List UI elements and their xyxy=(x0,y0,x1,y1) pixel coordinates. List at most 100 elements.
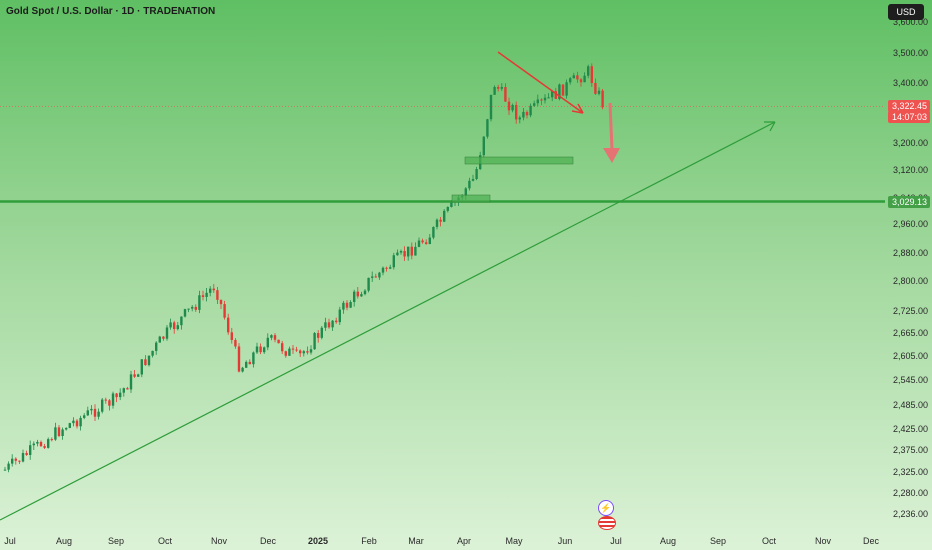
candle xyxy=(533,100,536,107)
candle xyxy=(18,460,21,465)
candle xyxy=(410,242,413,260)
candle xyxy=(83,413,86,420)
candle xyxy=(54,422,57,441)
candle xyxy=(281,340,284,355)
candle xyxy=(363,288,367,296)
candle xyxy=(248,359,251,365)
candle xyxy=(75,419,79,429)
candle xyxy=(543,94,547,104)
candle xyxy=(500,83,503,91)
candle xyxy=(32,441,35,450)
candle xyxy=(39,440,43,447)
candle xyxy=(97,408,100,420)
x-tick-label: Aug xyxy=(660,536,676,546)
candle xyxy=(525,110,529,119)
candle xyxy=(540,98,543,106)
candle xyxy=(374,273,377,278)
triangle-arrowhead xyxy=(571,103,584,114)
candle xyxy=(194,304,197,312)
trendline xyxy=(0,121,776,521)
candle xyxy=(446,206,449,213)
y-tick-label: 2,665.00 xyxy=(893,328,928,338)
candle xyxy=(518,115,521,124)
candle xyxy=(230,327,233,344)
candle xyxy=(11,454,14,467)
x-axis: Jul Aug Sep Oct Nov Dec 2025 Feb Mar Apr May Jun Jul… xyxy=(4,536,879,546)
y-tick-label: 2,605.00 xyxy=(893,351,928,361)
y-tick-label: 3,120.00 xyxy=(893,165,928,175)
candle xyxy=(594,78,597,96)
y-tick-label: 2,325.00 xyxy=(893,467,928,477)
lightning-icon[interactable]: ⚡ xyxy=(598,500,614,516)
candle xyxy=(597,87,601,96)
candle xyxy=(205,287,208,302)
candle xyxy=(14,457,17,465)
candle xyxy=(122,387,125,397)
candle xyxy=(432,226,435,240)
candle xyxy=(507,97,511,115)
candle xyxy=(324,317,327,331)
candle xyxy=(165,325,169,341)
currency-button[interactable]: USD xyxy=(888,4,924,20)
candle xyxy=(360,291,363,297)
candle xyxy=(79,415,82,431)
y-tick-label: 2,425.00 xyxy=(893,424,928,434)
us-flag-icon[interactable] xyxy=(598,516,616,530)
candle xyxy=(183,308,187,318)
support-zone-box xyxy=(451,194,491,203)
candle xyxy=(61,427,64,440)
candle xyxy=(169,318,172,330)
x-tick-label: 2025 xyxy=(308,536,328,546)
candle xyxy=(342,300,345,314)
x-tick-label: Mar xyxy=(408,536,424,546)
candle xyxy=(288,346,291,356)
candle xyxy=(263,346,266,354)
candle xyxy=(403,246,406,261)
candle xyxy=(367,277,370,293)
y-tick-label: 3,600.00 xyxy=(893,17,928,27)
candle xyxy=(497,84,500,92)
trendline-arrowhead xyxy=(764,121,776,132)
candle xyxy=(216,287,219,304)
countdown-label: 14:07:03 xyxy=(888,111,930,123)
candle xyxy=(482,136,485,158)
candle xyxy=(93,404,97,422)
candle xyxy=(583,72,586,83)
x-tick-label: Jul xyxy=(610,536,622,546)
candle xyxy=(227,313,230,335)
candle xyxy=(601,88,604,110)
y-tick-label: 3,200.00 xyxy=(893,138,928,148)
annotations xyxy=(0,51,885,521)
candle xyxy=(590,63,593,87)
candle xyxy=(72,417,75,427)
x-tick-label: Apr xyxy=(457,536,471,546)
candle xyxy=(558,83,561,101)
x-tick-label: Feb xyxy=(361,536,377,546)
x-tick-label: Nov xyxy=(211,536,228,546)
candle xyxy=(335,317,338,324)
candle xyxy=(399,249,403,255)
y-axis: 3,600.00 3,500.00 3,400.00 3,200.00 3,120.00… xyxy=(893,17,928,519)
x-tick-label: Aug xyxy=(56,536,72,546)
candle xyxy=(180,316,183,330)
y-tick-label: 3,400.00 xyxy=(893,78,928,88)
y-tick-label: 2,545.00 xyxy=(893,375,928,385)
triangle-line xyxy=(497,51,584,114)
candle xyxy=(302,350,305,357)
candle xyxy=(389,264,392,270)
candle xyxy=(417,237,421,248)
candle xyxy=(407,246,410,261)
candle xyxy=(7,461,10,473)
y-tick-label: 2,280.00 xyxy=(893,488,928,498)
candle xyxy=(371,271,374,282)
candle xyxy=(338,306,341,325)
candle xyxy=(475,166,478,181)
candle xyxy=(129,370,133,393)
y-tick-label: 2,375.00 xyxy=(893,445,928,455)
candle xyxy=(547,93,550,99)
candle xyxy=(349,300,352,309)
candle xyxy=(277,339,280,344)
candle xyxy=(144,355,147,366)
candle xyxy=(428,234,431,245)
